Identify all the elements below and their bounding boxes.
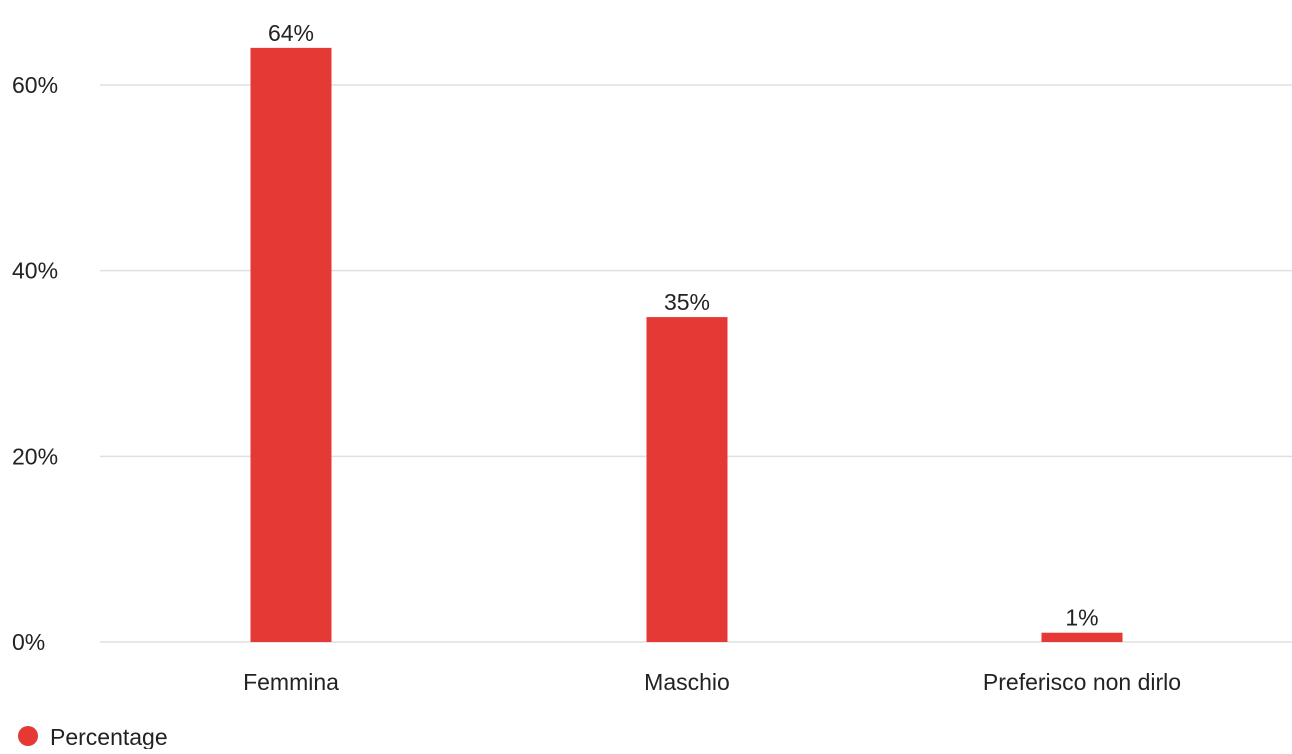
y-tick-label: 60% [12, 72, 58, 98]
x-category-label: Preferisco non dirlo [983, 669, 1181, 695]
bar[interactable] [1041, 632, 1123, 642]
data-label: 64% [268, 20, 314, 46]
bar[interactable] [250, 47, 332, 643]
y-tick-label: 0% [12, 629, 45, 655]
legend-marker-icon [18, 726, 38, 746]
bar[interactable] [646, 317, 728, 642]
x-category-label: Femmina [243, 669, 339, 695]
bars [250, 47, 1123, 643]
y-tick-label: 40% [12, 258, 58, 284]
x-category-label: Maschio [644, 669, 730, 695]
x-axis-category-labels: Femmina Maschio Preferisco non dirlo [243, 669, 1181, 695]
data-labels: 64% 35% 1% [268, 20, 1099, 631]
legend-label: Percentage [50, 724, 168, 749]
data-label: 35% [664, 289, 710, 315]
y-tick-label: 20% [12, 443, 58, 469]
data-label: 1% [1065, 605, 1098, 631]
y-axis-tick-labels: 0% 20% 40% 60% [12, 72, 58, 655]
legend[interactable]: Percentage [18, 724, 168, 750]
